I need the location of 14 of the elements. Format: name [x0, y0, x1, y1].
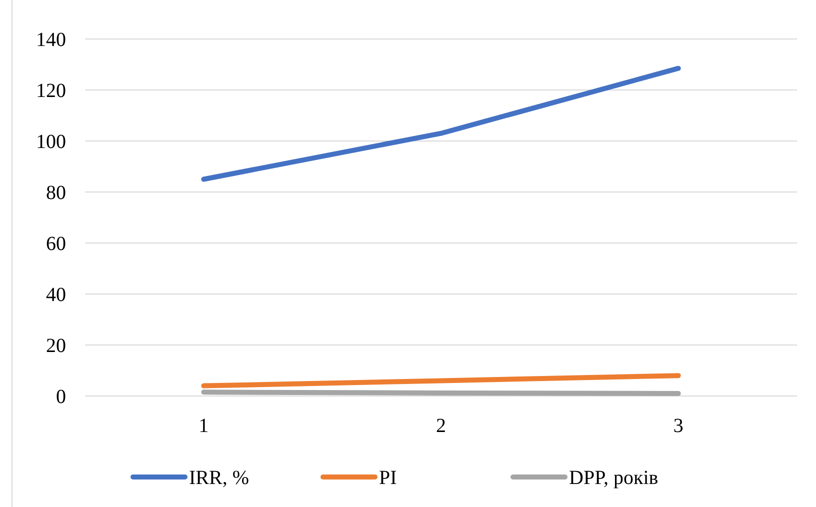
x-tick-label: 1: [198, 415, 209, 437]
y-tick-label: 20: [46, 335, 66, 357]
y-tick-label: 80: [46, 182, 66, 204]
legend-label: PI: [379, 467, 397, 489]
x-tick-label: 2: [436, 415, 446, 437]
y-tick-label: 140: [36, 29, 66, 51]
legend-label: IRR, %: [189, 467, 249, 489]
y-tick-label: 120: [36, 80, 66, 102]
legend-label: DPP, років: [569, 467, 658, 489]
y-tick-label: 0: [56, 386, 66, 408]
y-tick-label: 60: [46, 233, 66, 255]
x-tick-label: 3: [673, 415, 684, 437]
y-tick-label: 40: [46, 284, 66, 306]
y-tick-label: 100: [36, 131, 66, 153]
